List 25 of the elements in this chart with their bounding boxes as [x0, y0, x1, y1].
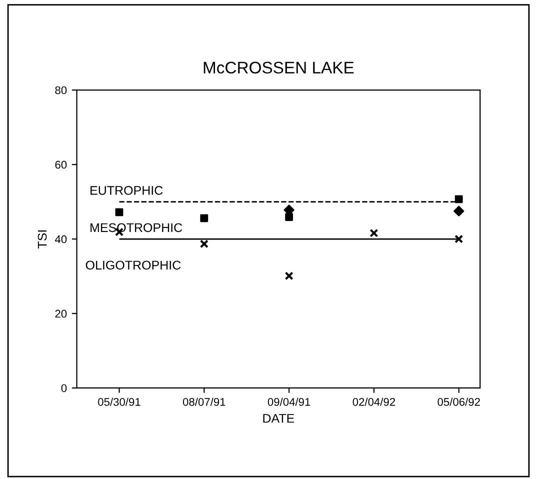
annotation: OLIGOTROPHIC [86, 260, 181, 270]
y-tick-label: 80 [55, 86, 67, 94]
x-tick-label: 05/30/91 [98, 398, 140, 406]
point [284, 272, 294, 280]
x-tick-label: 08/07/91 [182, 398, 226, 406]
x-tick-label: 09/04/91 [268, 398, 310, 406]
point [454, 195, 463, 204]
y-axis-title: TSI [38, 230, 47, 248]
point [370, 228, 378, 238]
y-tick-label: 0 [61, 384, 67, 392]
point [285, 213, 293, 221]
y-tick-label: 20 [55, 310, 67, 318]
point [200, 214, 208, 222]
point [454, 234, 464, 244]
point [115, 208, 124, 216]
x-tick-label: 02/04/92 [352, 398, 396, 406]
y-tick-label: 60 [55, 160, 67, 169]
point [200, 240, 208, 248]
x-tick-label: 05/06/92 [438, 398, 480, 406]
y-tick-label: 40 [54, 235, 67, 244]
chart-title: McCROSSEN LAKE [204, 62, 354, 74]
ref-line-label: MESOTROPHIC [90, 223, 182, 232]
x-axis-title: DATE [263, 414, 294, 423]
point [454, 206, 464, 216]
ref-line-label: EUTROPHIC [90, 186, 163, 195]
